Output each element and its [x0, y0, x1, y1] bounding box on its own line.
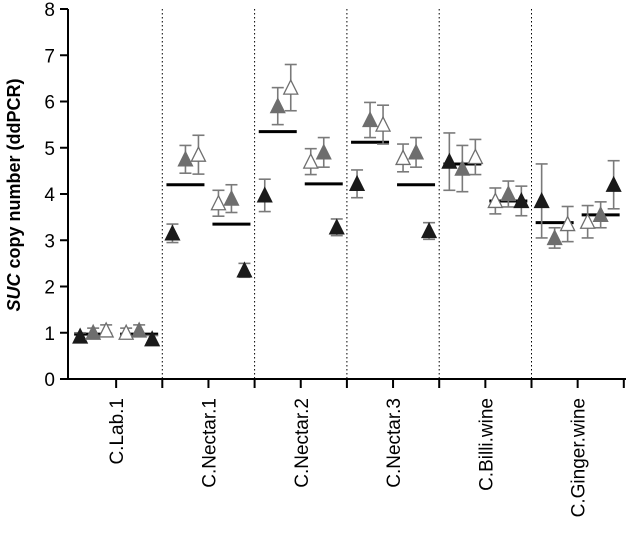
data-point-triangle	[210, 194, 227, 211]
data-point-triangle	[407, 143, 425, 160]
data-point-triangle	[487, 191, 504, 209]
group-separators	[161, 9, 532, 379]
data-point-triangle	[394, 148, 412, 166]
x-category-label: C.Lab.1	[107, 398, 128, 465]
data-point-triangle	[500, 185, 517, 202]
data-point-triangle	[348, 174, 366, 191]
y-tick-label: 7	[44, 46, 55, 67]
data-point-triangle	[131, 321, 148, 338]
y-tick-label: 5	[44, 139, 55, 160]
x-axis: C.Lab.1 C.Nectar.1 C.Nectar.2 C.Nectar.3 C.B…	[68, 378, 626, 517]
y-tick-label: 3	[44, 231, 55, 252]
data-point-triangle	[164, 224, 181, 241]
x-category-label: C.Nectar.1	[199, 398, 220, 488]
data-point-triangle	[190, 145, 207, 162]
data-point-triangle	[533, 191, 550, 209]
data-marks	[72, 63, 622, 347]
data-point-triangle	[177, 150, 194, 167]
data-point-triangle	[420, 222, 438, 239]
data-point-triangle	[592, 205, 609, 222]
data-point-triangle	[98, 321, 115, 338]
y-axis-title: SUC copy number (ddPCR)	[4, 78, 24, 311]
data-point-triangle	[441, 152, 458, 169]
data-point-triangle	[513, 191, 530, 209]
data-point-triangle	[269, 97, 286, 114]
y-tick-label: 8	[44, 0, 55, 21]
data-point-triangle	[315, 143, 332, 160]
data-point-triangle	[256, 186, 273, 203]
data-point-triangle	[454, 159, 471, 176]
data-point-triangle	[302, 152, 319, 169]
data-point-triangle	[546, 228, 563, 246]
data-point-triangle	[223, 189, 240, 206]
y-tick-label: 6	[44, 93, 55, 114]
data-point-triangle	[118, 323, 135, 340]
y-tick-label: 2	[44, 278, 55, 299]
x-category-label: C.Ginger.wine	[569, 398, 590, 517]
data-point-triangle	[361, 111, 379, 128]
y-axis-title-rest: copy number (ddPCR)	[4, 78, 24, 273]
data-point-triangle	[374, 115, 392, 132]
data-point-triangle	[605, 175, 622, 192]
data-point-triangle	[282, 78, 299, 95]
data-point-triangle	[144, 330, 161, 347]
data-point-triangle	[328, 218, 345, 235]
y-axis-title-italic: SUC	[4, 273, 24, 312]
data-point-triangle	[72, 327, 89, 344]
y-tick-label: 0	[44, 370, 55, 391]
data-point-triangle	[236, 261, 253, 278]
data-point-triangle	[579, 212, 596, 229]
y-tick-label: 1	[44, 324, 55, 345]
y-axis: 0 1 2 3 4 5 6 7 8	[44, 0, 69, 391]
data-point-triangle	[85, 323, 102, 340]
x-category-label: C.Billi.wine	[476, 398, 497, 491]
x-category-label: C.Nectar.3	[384, 398, 405, 488]
data-point-triangle	[467, 148, 484, 165]
data-point-triangle	[559, 215, 576, 232]
x-category-label: C.Nectar.2	[292, 398, 313, 488]
y-tick-label: 4	[44, 185, 55, 206]
